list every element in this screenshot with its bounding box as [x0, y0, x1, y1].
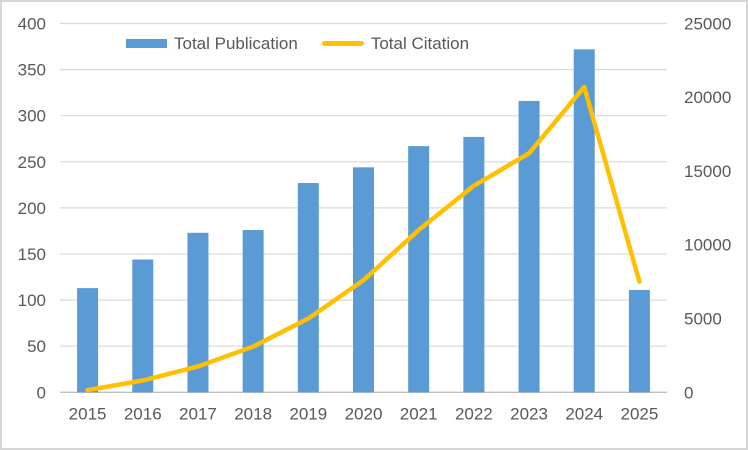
x-axis-category-label: 2025 [620, 404, 658, 423]
bar-2024 [573, 49, 595, 393]
right-axis-tick-label: 15000 [684, 162, 731, 181]
bar-2016 [132, 259, 154, 393]
bar-2017 [187, 232, 209, 393]
bar-2019 [297, 183, 319, 393]
bar-2021 [408, 146, 430, 393]
x-axis-category-label: 2022 [455, 404, 493, 423]
x-axis-category-label: 2019 [289, 404, 327, 423]
line-series-swatch-icon [321, 41, 364, 46]
legend-label-total-citation: Total Citation [370, 34, 470, 53]
x-axis-category-label: 2018 [234, 404, 272, 423]
left-axis-tick-label: 250 [18, 153, 46, 172]
x-axis-category-label: 2015 [69, 404, 107, 423]
x-axis-category-label: 2017 [179, 404, 217, 423]
x-axis-category-label: 2021 [400, 404, 438, 423]
left-axis-tick-label: 50 [27, 337, 46, 356]
legend-item-total-publication: Total Publication [126, 35, 298, 52]
x-axis-category-label: 2024 [565, 404, 603, 423]
x-axis-category-label: 2016 [124, 404, 162, 423]
bar-2022 [463, 136, 485, 393]
chart-legend: Total Publication Total Citation [126, 35, 469, 52]
left-axis-tick-label: 100 [18, 291, 46, 310]
right-axis-tick-label: 0 [684, 383, 693, 402]
left-axis-tick-label: 150 [18, 245, 46, 264]
bar-series-swatch-icon [126, 39, 167, 48]
left-axis-tick-label: 400 [18, 14, 46, 33]
left-axis-tick-label: 300 [18, 107, 46, 126]
right-axis-tick-label: 25000 [684, 14, 731, 33]
x-axis-category-label: 2023 [510, 404, 548, 423]
bar-2023 [518, 100, 540, 393]
left-axis-tick-label: 0 [37, 383, 46, 402]
legend-label-total-publication: Total Publication [174, 34, 298, 53]
total-citation-line [85, 84, 642, 393]
left-axis-tick-label: 350 [18, 61, 46, 80]
bar-2018 [242, 230, 264, 393]
left-axis-tick-label: 200 [18, 199, 46, 218]
right-axis-tick-label: 20000 [684, 88, 731, 107]
right-axis-tick-label: 5000 [684, 309, 722, 328]
bar-2025 [628, 289, 650, 393]
bar-2015 [77, 288, 99, 393]
x-axis-category-label: 2020 [345, 404, 383, 423]
right-axis-tick-label: 10000 [684, 236, 731, 255]
legend-item-total-citation: Total Citation [321, 34, 470, 53]
